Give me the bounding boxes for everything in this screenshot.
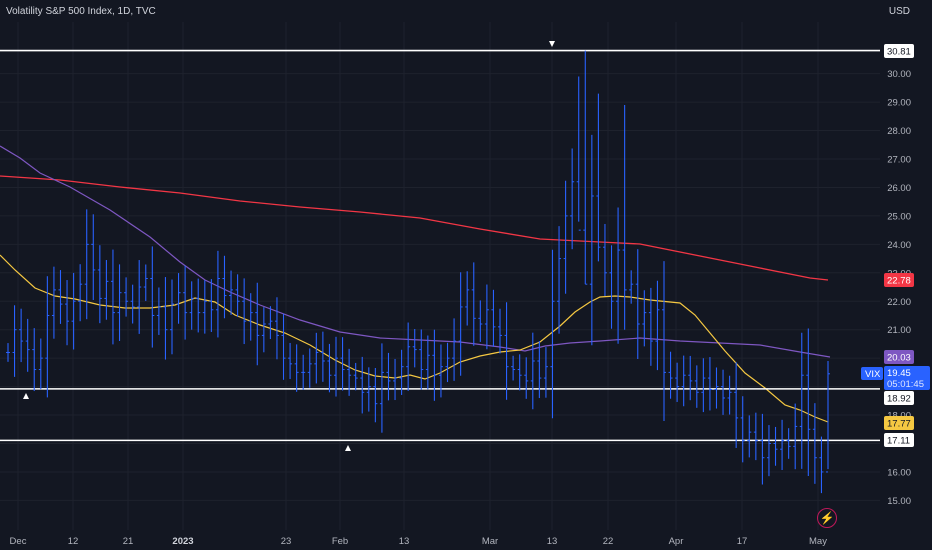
- y-tick-label: 21.00: [887, 325, 911, 336]
- price-tag-sma200[interactable]: 22.78: [884, 273, 914, 287]
- sma200-line: [0, 175, 829, 281]
- x-tick-label: May: [809, 536, 827, 547]
- horizontal-levels: [0, 49, 880, 442]
- x-tick-label: Dec: [10, 536, 27, 547]
- price-tag-17-11[interactable]: 17.11: [884, 433, 914, 447]
- x-tick-label: 22: [603, 536, 614, 547]
- price-tag-30-81[interactable]: 30.81: [884, 44, 914, 58]
- svg-text:20.03: 20.03: [887, 353, 911, 364]
- price-tags: 30.81 22.78 20.03 18.92 17.77 17.11 19.4505:01…: [861, 44, 930, 447]
- up-triangle-icon: [345, 445, 351, 451]
- symbol-tag[interactable]: VIX: [861, 367, 883, 380]
- y-tick-label: 25.00: [887, 211, 911, 222]
- chart-title: Volatility S&P 500 Index, 1D, TVC: [6, 6, 156, 17]
- y-tick-label: 26.00: [887, 183, 911, 194]
- x-tick-label: 21: [123, 536, 134, 547]
- x-tick-label: 2023: [172, 536, 193, 547]
- x-axis: Dec 12 21 2023 23 Feb 13 Mar 13 22 Apr 17 May: [10, 536, 828, 547]
- x-tick-label: 23: [281, 536, 292, 547]
- svg-text:VIX: VIX: [865, 369, 881, 380]
- x-tick-label: Mar: [482, 536, 498, 547]
- currency-label[interactable]: USD: [888, 6, 910, 17]
- price-tag-18-92[interactable]: 18.92: [884, 391, 914, 405]
- price-tag-sma50[interactable]: 20.03: [884, 350, 914, 364]
- ohlc-bars: [6, 50, 830, 494]
- tradingview-lightning-icon[interactable]: ⚡: [817, 508, 837, 528]
- x-tick-label: Feb: [332, 536, 348, 547]
- svg-text:17.11: 17.11: [887, 436, 910, 447]
- y-tick-label: 30.00: [887, 69, 911, 80]
- svg-text:18.92: 18.92: [887, 394, 911, 405]
- y-tick-label: 29.00: [887, 98, 911, 109]
- down-triangle-icon: [549, 41, 555, 47]
- y-tick-label: 28.00: [887, 126, 911, 137]
- x-tick-label: 13: [399, 536, 410, 547]
- up-triangle-icon: [23, 393, 29, 399]
- svg-text:30.81: 30.81: [887, 47, 911, 58]
- sma50-line: [0, 145, 831, 358]
- y-tick-label: 24.00: [887, 240, 911, 251]
- x-tick-label: Apr: [669, 536, 684, 547]
- svg-text:22.78: 22.78: [887, 276, 911, 287]
- chart-grid: [0, 22, 880, 530]
- x-tick-label: 13: [547, 536, 558, 547]
- y-tick-label: 22.00: [887, 297, 911, 308]
- x-tick-label: 12: [68, 536, 79, 547]
- last-price-value: 19.45: [887, 368, 911, 379]
- sma20-line: [0, 254, 829, 423]
- bar-countdown: 05:01:45: [887, 379, 924, 390]
- y-tick-label: 15.00: [887, 496, 911, 507]
- x-tick-label: 17: [737, 536, 748, 547]
- svg-text:17.77: 17.77: [887, 419, 911, 430]
- y-tick-label: 27.00: [887, 155, 911, 166]
- price-tag-sma20[interactable]: 17.77: [884, 416, 914, 430]
- y-tick-label: 16.00: [887, 467, 911, 478]
